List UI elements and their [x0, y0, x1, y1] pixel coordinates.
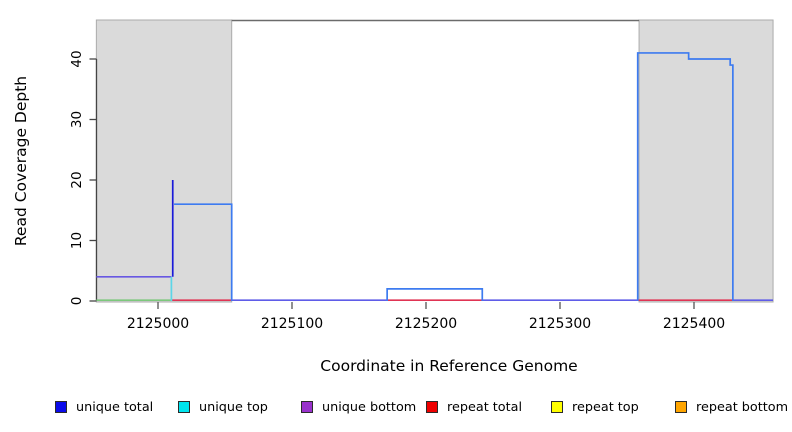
repeat-region: [638, 19, 774, 303]
legend-swatch-repeat-top: [551, 401, 563, 413]
legend-item-repeat-bottom: repeat bottom: [675, 397, 788, 417]
x-tick-label: 2125300: [529, 316, 591, 332]
legend: unique total unique top unique bottom repea…: [0, 397, 792, 421]
legend-swatch-unique-top: [178, 401, 190, 413]
y-tick-label: 0: [69, 297, 85, 306]
x-tick-label: 2125000: [127, 316, 189, 332]
y-tick-label: 40: [69, 50, 85, 67]
coverage-step-left-16: [174, 203, 233, 301]
coverage-step-right-41-40: [636, 52, 734, 301]
legend-swatch-unique-total: [55, 401, 67, 413]
legend-swatch-repeat-bottom: [675, 401, 687, 413]
legend-label: repeat bottom: [696, 399, 789, 415]
coverage-step-mid-2: [386, 288, 484, 301]
legend-label: unique bottom: [322, 399, 417, 415]
legend-label: repeat total: [447, 399, 523, 415]
y-tick-label: 20: [69, 171, 85, 188]
x-tick-label: 2125200: [395, 316, 457, 332]
y-tick-label: 10: [69, 232, 85, 249]
x-tick-label: 2125400: [663, 316, 725, 332]
legend-item-repeat-total: repeat total: [426, 397, 522, 417]
legend-item-unique-total: unique total: [55, 397, 153, 417]
legend-label: unique total: [76, 399, 154, 415]
legend-label: repeat top: [572, 399, 639, 415]
legend-label: unique top: [199, 399, 268, 415]
legend-item-unique-top: unique top: [178, 397, 268, 417]
x-axis-title: Coordinate in Reference Genome: [320, 357, 577, 375]
legend-swatch-unique-bottom: [301, 401, 313, 413]
legend-item-repeat-top: repeat top: [551, 397, 639, 417]
legend-item-unique-bottom: unique bottom: [301, 397, 416, 417]
coverage-chart: 0 10 20 30 40 2125000 2125100 2125200 2125300 212…: [12, 19, 774, 375]
y-axis-title: Read Coverage Depth: [12, 76, 30, 246]
legend-swatch-repeat-total: [426, 401, 438, 413]
repeat-region: [95, 19, 233, 303]
y-tick-label: 30: [69, 111, 85, 128]
x-tick-label: 2125100: [261, 316, 323, 332]
